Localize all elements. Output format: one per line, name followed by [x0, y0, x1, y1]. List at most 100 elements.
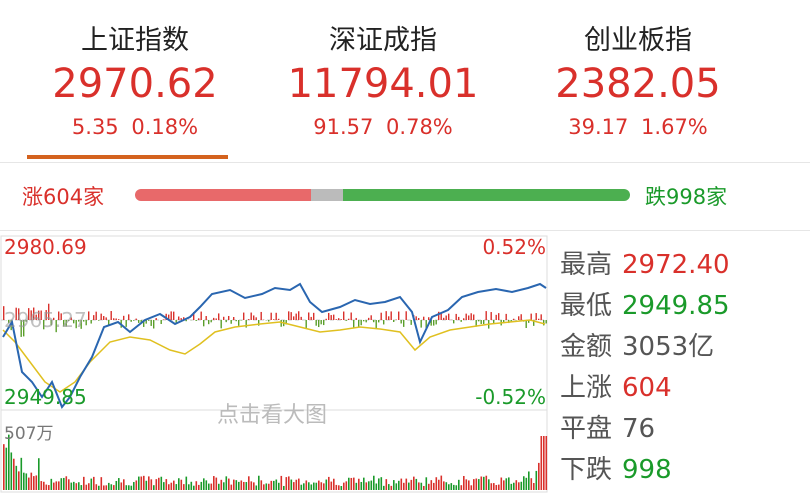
breadth-bar [210, 320, 212, 323]
volume-bar [485, 475, 488, 490]
volume-bar [235, 480, 238, 490]
breadth-bar [503, 320, 505, 324]
breadth-bar [150, 320, 152, 326]
breadth-bar [540, 314, 542, 320]
stat-value: 998 [622, 455, 672, 485]
breadth-bar [130, 320, 132, 322]
breadth-bar [235, 320, 237, 322]
volume-bar [230, 484, 233, 490]
breadth-bar [273, 319, 275, 320]
volume-bar [35, 475, 38, 490]
breadth-bar [528, 320, 530, 323]
volume-bar [143, 475, 145, 490]
volume-bar [323, 483, 325, 490]
volume-bar [500, 477, 503, 490]
volume-bar [370, 480, 373, 490]
volume-bar [373, 475, 375, 490]
breadth-bar [145, 320, 147, 324]
breadth-bar [170, 311, 172, 320]
volume-bar [195, 481, 198, 490]
up-count: 涨604家 [22, 185, 105, 209]
breadth-bar [103, 316, 105, 320]
volume-bar [480, 476, 483, 490]
breadth-bar [463, 318, 465, 320]
volume-bar [88, 483, 90, 490]
volume-bar [278, 482, 280, 490]
volume-bar [453, 484, 455, 490]
volume-bar [353, 477, 355, 490]
volume-bar [328, 476, 330, 490]
index-card[interactable]: 创业板指 2382.05 39.17 1.67% [503, 0, 773, 139]
stat-label: 上涨 [560, 373, 613, 403]
breadth-bar [423, 316, 425, 320]
volume-bar [520, 481, 523, 490]
index-card[interactable]: 深证成指 11794.01 91.57 0.78% [248, 0, 518, 139]
breadth-bar [520, 314, 522, 320]
breadth-bar [98, 320, 100, 321]
volume-bar [433, 482, 435, 490]
volume-bar [388, 484, 390, 490]
breadth-bar [478, 320, 480, 322]
volume-bar [213, 476, 215, 490]
breadth-bar [475, 320, 477, 327]
volume-bar [8, 434, 10, 490]
volume-bar [428, 483, 430, 490]
breadth-bar [173, 311, 175, 320]
breadth-bar [368, 317, 370, 320]
breadth-bar [135, 189, 630, 201]
volume-bar [430, 480, 433, 490]
volume-bar [53, 482, 55, 490]
volume-bar [178, 478, 180, 490]
breadth-bar [490, 312, 492, 320]
volume-bar [345, 481, 348, 490]
volume-bar [95, 484, 98, 490]
volume-bar [210, 483, 213, 490]
volume-bar [155, 479, 158, 490]
breadth-bar [3, 306, 5, 320]
breadth-bar [203, 320, 205, 327]
volume-bar [173, 480, 175, 490]
breadth-bar [8, 320, 10, 324]
breadth-bar [30, 310, 32, 320]
volume-bar [48, 485, 50, 490]
volume-bar [123, 479, 125, 490]
volume-bar [475, 478, 478, 490]
breadth-bar [483, 320, 485, 325]
breadth-bar [343, 311, 345, 320]
breadth-bar [115, 318, 117, 320]
volume-bar [348, 477, 350, 490]
intraday-chart[interactable]: 2980.69 0.52% 2965.27 2949.85 -0.52% 点击看… [0, 232, 550, 494]
volume-bar [75, 483, 78, 490]
breadth-bar [198, 318, 200, 320]
flat-part [311, 189, 343, 201]
stat-label: 金额 [560, 332, 613, 362]
stat-label: 最低 [560, 291, 613, 321]
breadth-bar [543, 320, 545, 326]
volume-bar [380, 477, 383, 490]
breadth-bar [440, 313, 442, 320]
breadth-bar [305, 320, 307, 328]
volume-bar [5, 447, 8, 490]
breadth-bar [228, 315, 230, 320]
breadth-bar [248, 319, 250, 320]
down-part [343, 189, 630, 201]
index-card[interactable]: 上证指数 2970.62 5.35 0.18% [0, 0, 270, 139]
volume-bar [305, 480, 308, 490]
breadth-bar [118, 319, 120, 320]
breadth-bar [25, 320, 27, 322]
index-change: 39.17 1.67% [503, 115, 773, 139]
hint[interactable]: 点击看大图 [217, 403, 327, 428]
volume-bar [108, 482, 110, 490]
volume-bar [280, 475, 283, 490]
breadth-bar [255, 317, 257, 320]
breadth-bar [318, 320, 320, 328]
breadth-bar [68, 320, 70, 321]
volume-bar [473, 479, 475, 490]
volume-bar [513, 482, 515, 490]
breadth-bar [398, 311, 400, 320]
volume-bar [545, 436, 548, 490]
volume-bar [118, 478, 120, 490]
volume-bar [125, 485, 128, 490]
volume-bar [303, 483, 305, 490]
